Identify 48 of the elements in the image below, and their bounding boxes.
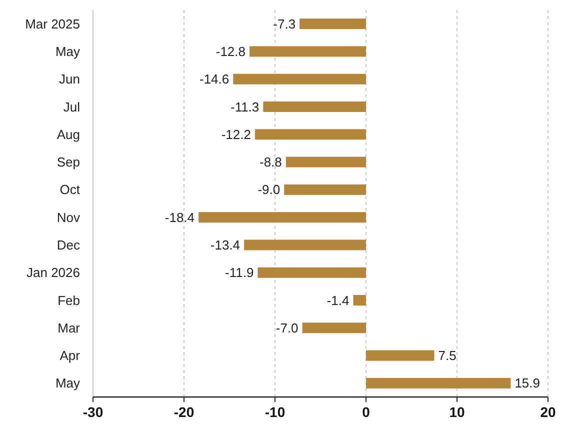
x-tick-label: -10 bbox=[264, 404, 286, 420]
bar bbox=[353, 295, 366, 306]
x-tick-label: -30 bbox=[82, 404, 104, 420]
y-tick-label: Jul bbox=[63, 99, 80, 114]
x-tick-label: -20 bbox=[174, 404, 194, 420]
bar bbox=[286, 156, 366, 168]
y-tick-label: Apr bbox=[60, 348, 81, 364]
bar bbox=[366, 350, 434, 361]
bar bbox=[244, 240, 366, 250]
bar bbox=[300, 18, 366, 30]
data-label: 7.5 bbox=[438, 348, 456, 364]
data-label: 15.9 bbox=[514, 376, 540, 391]
data-label: -13.4 bbox=[210, 238, 240, 253]
data-label: -12.2 bbox=[221, 126, 251, 142]
y-tick-label: Aug bbox=[56, 126, 80, 142]
x-tick-label: 20 bbox=[540, 404, 556, 420]
data-label: -14.6 bbox=[200, 72, 230, 87]
data-label: -9.0 bbox=[258, 182, 280, 198]
x-tick-label: 0 bbox=[362, 404, 370, 420]
y-tick-label: Mar 2025 bbox=[25, 16, 80, 32]
data-label: -11.9 bbox=[225, 265, 254, 280]
bar bbox=[198, 212, 366, 223]
bar bbox=[366, 378, 511, 388]
bar bbox=[250, 46, 366, 57]
bar bbox=[263, 102, 366, 112]
y-tick-label: Dec bbox=[56, 238, 80, 253]
y-tick-label: Feb bbox=[58, 292, 80, 308]
bar bbox=[233, 74, 366, 84]
data-label: -1.4 bbox=[326, 292, 350, 308]
bar bbox=[254, 129, 366, 140]
data-label: -12.8 bbox=[216, 44, 246, 60]
y-tick-label: Jun bbox=[59, 72, 80, 87]
data-label: -11.3 bbox=[230, 99, 260, 114]
data-label: -7.3 bbox=[273, 16, 296, 32]
y-tick-label: Mar bbox=[58, 320, 81, 336]
data-label: -7.0 bbox=[276, 320, 298, 336]
y-tick-label: May bbox=[55, 376, 80, 391]
bar bbox=[302, 322, 366, 334]
bar bbox=[258, 267, 366, 278]
y-tick-label: Oct bbox=[60, 182, 80, 198]
y-tick-label: Sep bbox=[56, 154, 80, 170]
data-label: -18.4 bbox=[164, 210, 195, 225]
y-tick-label: May bbox=[55, 44, 80, 60]
data-label: -8.8 bbox=[260, 154, 282, 170]
bar bbox=[284, 184, 366, 195]
x-tick-label: 10 bbox=[449, 404, 465, 420]
y-tick-label: Jan 2026 bbox=[26, 265, 80, 280]
y-tick-label: Nov bbox=[56, 210, 80, 225]
